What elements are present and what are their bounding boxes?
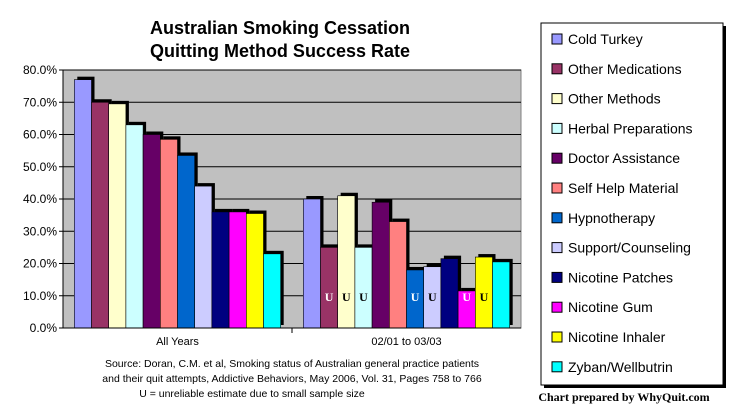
legend-label: Nicotine Patches [568, 269, 673, 285]
bar [92, 102, 109, 328]
bar [303, 199, 320, 328]
legend-label: Doctor Assistance [568, 150, 680, 166]
legend: Cold Turkey Other Medications Other Method… [541, 23, 726, 388]
bar [160, 139, 177, 328]
y-tick-label: 10.0% [23, 289, 57, 303]
category-label: All Years [156, 336, 199, 348]
unreliable-marker: U [325, 290, 334, 304]
legend-label: Nicotine Gum [568, 299, 653, 315]
bar [264, 254, 281, 328]
bar [178, 155, 195, 328]
legend-label: Nicotine Inhaler [568, 329, 666, 345]
legend-swatch [552, 64, 562, 74]
y-tick-label: 30.0% [23, 224, 57, 238]
legend-label: Other Methods [568, 91, 661, 107]
bar [246, 214, 263, 328]
legend-swatch [552, 123, 562, 133]
unreliable-marker: U [428, 290, 437, 304]
unreliable-marker: U [342, 290, 351, 304]
chart-subtitle: Quitting Method Success Rate [150, 41, 410, 61]
bar [195, 186, 212, 328]
y-tick-label: 60.0% [23, 128, 57, 142]
legend-label: Support/Counseling [568, 240, 691, 256]
legend-label: Herbal Preparations [568, 120, 693, 136]
legend-label: Self Help Material [568, 180, 679, 196]
bar [389, 222, 406, 328]
y-tick-label: 40.0% [23, 192, 57, 206]
legend-swatch [552, 34, 562, 44]
legend-swatch [552, 213, 562, 223]
legend-swatch [552, 183, 562, 193]
bar [109, 104, 126, 328]
unreliable-marker: U [462, 290, 471, 304]
legend-label: Other Medications [568, 61, 682, 77]
bar [441, 259, 458, 328]
y-tick-label: 50.0% [23, 160, 57, 174]
legend-label: Hypnotherapy [568, 210, 655, 226]
y-tick-label: 70.0% [23, 95, 57, 109]
bar [372, 202, 389, 328]
legend-swatch [552, 332, 562, 342]
source-line-1: Source: Doran, C.M. et al, Smoking statu… [105, 358, 479, 370]
unreliable-marker: U [359, 290, 368, 304]
chart: Australian Smoking Cessation Quitting Me… [0, 0, 736, 406]
legend-swatch [552, 153, 562, 163]
y-tick-label: 80.0% [23, 63, 57, 77]
y-tick-label: 0.0% [30, 321, 58, 335]
unreliable-marker: U [411, 290, 420, 304]
legend-swatch [552, 272, 562, 282]
source-line-2: and their quit attempts, Addictive Behav… [102, 373, 482, 385]
bar [143, 135, 160, 329]
bar [321, 247, 338, 328]
bar [229, 212, 246, 328]
bar [212, 212, 229, 328]
legend-swatch [552, 362, 562, 372]
legend-swatch [552, 302, 562, 312]
y-tick-label: 20.0% [23, 257, 57, 271]
legend-label: Zyban/Wellbutrin [568, 359, 673, 375]
unreliable-marker: U [480, 290, 489, 304]
bar [338, 196, 355, 328]
legend-swatch [552, 243, 562, 253]
legend-swatch [552, 94, 562, 104]
chart-title: Australian Smoking Cessation [150, 18, 410, 38]
category-label: 02/01 to 03/03 [371, 336, 441, 348]
bar [126, 125, 143, 328]
credit-text: Chart prepared by WhyQuit.com [538, 390, 709, 404]
bar [74, 80, 91, 328]
source-line-3: U = unreliable estimate due to small sam… [139, 388, 365, 400]
legend-label: Cold Turkey [568, 31, 643, 47]
bar [493, 262, 510, 328]
bar [355, 247, 372, 328]
